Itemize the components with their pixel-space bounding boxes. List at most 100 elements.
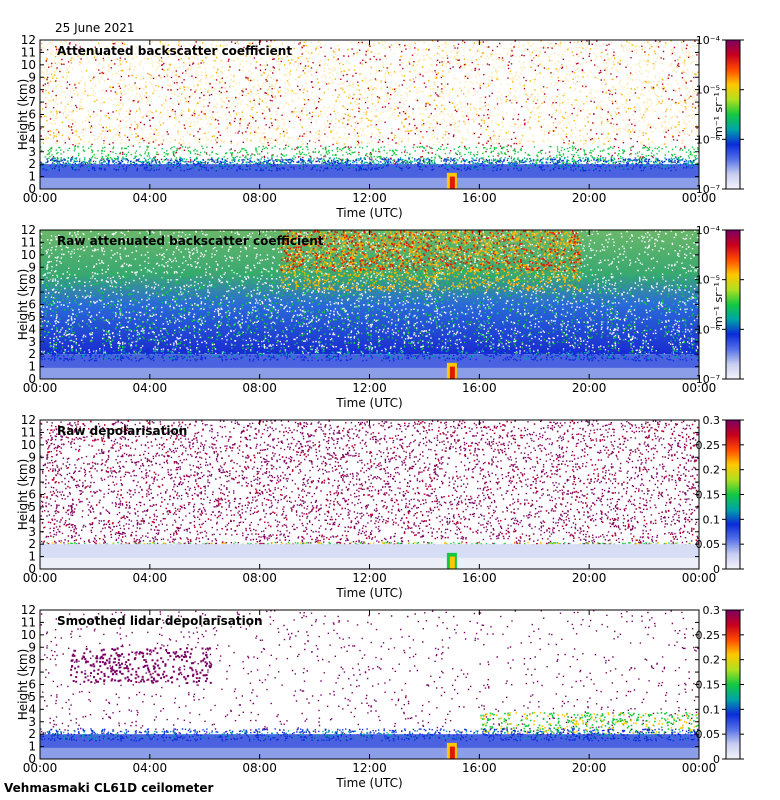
x-tick-label: 00:00 <box>682 571 717 585</box>
colorbar-tick-label: 0.05 <box>696 538 721 551</box>
y-tick-label: 3 <box>28 715 36 729</box>
y-tick-label: 2 <box>28 347 36 361</box>
x-tick-label: 12:00 <box>352 191 387 205</box>
x-tick-label: 12:00 <box>352 381 387 395</box>
panel-3: 00:00 04:00 08:00 12:00 16:00 20:00 00:00 Time … <box>16 414 744 600</box>
colorbar-unit: m⁻¹ sr⁻¹ <box>712 282 725 327</box>
x-tick-label: 00:00 <box>682 761 717 775</box>
y-tick-label: 5 <box>28 310 36 324</box>
y-tick-label: 9 <box>28 70 36 84</box>
y-tick-label: 0 <box>28 182 36 196</box>
colorbar-tick-label: 0.2 <box>703 464 721 477</box>
y-tick-label: 1 <box>28 170 36 184</box>
colorbar-unit: m⁻¹ sr⁻¹ <box>712 92 725 137</box>
colorbar-tick-label: 10⁻⁶ <box>696 133 721 146</box>
colorbar-tick-label: 10⁻⁴ <box>696 34 721 47</box>
panel-title: Attenuated backscatter coefficient <box>57 44 292 58</box>
panel-4: 00:00 04:00 08:00 12:00 16:00 20:00 00:00 Time … <box>16 604 744 790</box>
x-tick-label: 00:00 <box>23 191 58 205</box>
y-tick-label: 6 <box>28 298 36 312</box>
y-tick-label: 4 <box>28 512 36 526</box>
y-tick-label: 11 <box>21 615 36 629</box>
x-tick-label: 16:00 <box>462 381 497 395</box>
colorbar-tick-label: 0.05 <box>696 728 721 741</box>
colorbar-tick-label: 0.15 <box>696 489 721 502</box>
y-tick-label: 6 <box>28 678 36 692</box>
x-tick-label: 00:00 <box>682 191 717 205</box>
y-tick-label: 12 <box>21 33 36 47</box>
colorbar <box>725 39 741 190</box>
x-tick-label: 16:00 <box>462 191 497 205</box>
date-label: 25 June 2021 <box>55 21 135 35</box>
colorbar-tick-label: 0 <box>713 563 720 576</box>
x-tick-label: 04:00 <box>133 571 168 585</box>
panel-1: 00:00 04:00 08:00 12:00 16:00 20:00 00:00 Time … <box>16 34 744 220</box>
colorbar-tick-label: 10⁻⁷ <box>696 183 720 196</box>
x-tick-label: 20:00 <box>572 571 607 585</box>
colorbar-tick-label: 10⁻⁷ <box>696 373 720 386</box>
y-tick-label: 9 <box>28 640 36 654</box>
y-tick-label: 0 <box>28 372 36 386</box>
y-tick-label: 4 <box>28 322 36 336</box>
x-tick-label: 12:00 <box>352 761 387 775</box>
y-tick-label: 8 <box>28 273 36 287</box>
x-tick-label: 00:00 <box>23 381 58 395</box>
y-tick-label: 10 <box>21 248 36 262</box>
x-axis-title: Time (UTC) <box>335 586 402 600</box>
y-tick-label: 9 <box>28 450 36 464</box>
x-tick-label: 00:00 <box>23 571 58 585</box>
y-axis-title: Height (km) <box>16 649 30 720</box>
y-tick-label: 8 <box>28 83 36 97</box>
x-tick-label: 20:00 <box>572 191 607 205</box>
y-tick-label: 10 <box>21 628 36 642</box>
y-tick-label: 7 <box>28 475 36 489</box>
colorbar-tick-label: 0.1 <box>703 513 721 526</box>
y-tick-label: 12 <box>21 603 36 617</box>
x-tick-label: 08:00 <box>242 191 277 205</box>
y-tick-label: 5 <box>28 120 36 134</box>
y-tick-label: 12 <box>21 413 36 427</box>
x-tick-label: 08:00 <box>242 381 277 395</box>
x-tick-label: 00:00 <box>23 761 58 775</box>
y-tick-label: 1 <box>28 740 36 754</box>
y-tick-label: 11 <box>21 45 36 59</box>
colorbar <box>725 609 741 760</box>
colorbar <box>725 229 741 380</box>
panel-2: 00:00 04:00 08:00 12:00 16:00 20:00 00:00 Time … <box>16 224 744 410</box>
y-tick-label: 8 <box>28 653 36 667</box>
y-tick-label: 7 <box>28 285 36 299</box>
y-tick-label: 3 <box>28 145 36 159</box>
y-tick-label: 10 <box>21 58 36 72</box>
x-tick-label: 12:00 <box>352 571 387 585</box>
colorbar-tick-label: 0.2 <box>703 654 721 667</box>
y-tick-label: 6 <box>28 488 36 502</box>
x-axis-title: Time (UTC) <box>335 776 402 790</box>
x-tick-label: 04:00 <box>133 381 168 395</box>
colorbar-tick-label: 0.3 <box>703 414 721 427</box>
y-tick-label: 2 <box>28 537 36 551</box>
x-tick-label: 00:00 <box>682 381 717 395</box>
y-tick-label: 9 <box>28 260 36 274</box>
heatmap-field <box>40 230 699 379</box>
colorbar-tick-label: 0.25 <box>696 439 721 452</box>
x-tick-label: 20:00 <box>572 761 607 775</box>
panel-title: Smoothed lidar depolarisation <box>57 614 263 628</box>
colorbar <box>725 419 741 570</box>
colorbar-tick-label: 0.1 <box>703 703 721 716</box>
y-axis-title: Height (km) <box>16 459 30 530</box>
colorbar-tick-label: 0.3 <box>703 604 721 617</box>
y-tick-label: 7 <box>28 95 36 109</box>
x-tick-label: 20:00 <box>572 381 607 395</box>
x-axis-title: Time (UTC) <box>335 396 402 410</box>
colorbar-tick-label: 0 <box>713 753 720 766</box>
colorbar-tick-label: 10⁻⁵ <box>696 84 720 97</box>
x-tick-label: 08:00 <box>242 761 277 775</box>
y-tick-label: 1 <box>28 550 36 564</box>
panel-title: Raw attenuated backscatter coefficient <box>57 234 324 248</box>
y-tick-label: 1 <box>28 360 36 374</box>
y-tick-label: 11 <box>21 235 36 249</box>
y-axis-title: Height (km) <box>16 269 30 340</box>
colorbar-tick-label: 10⁻⁶ <box>696 323 721 336</box>
y-tick-label: 3 <box>28 335 36 349</box>
